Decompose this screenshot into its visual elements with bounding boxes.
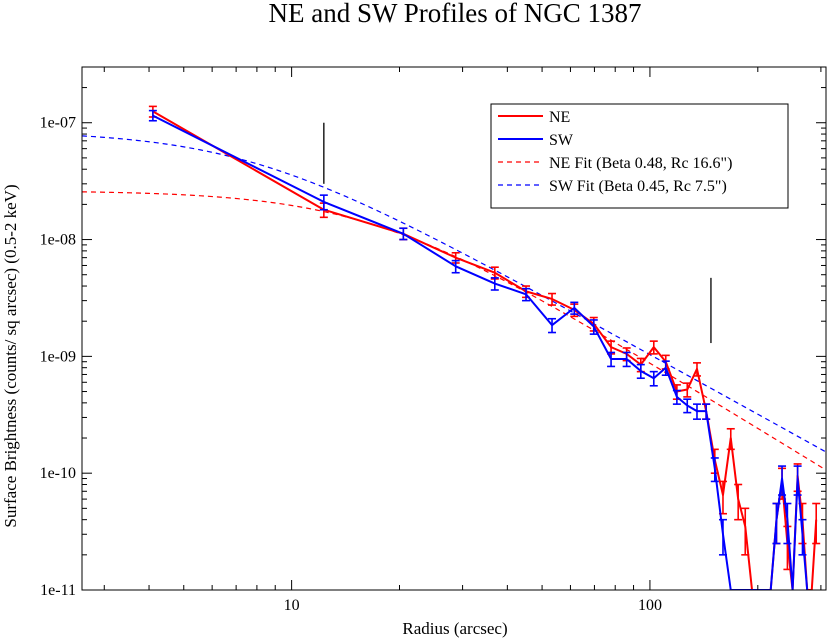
error-bar-sw-16 <box>692 403 701 420</box>
error-bar-sw-19 <box>718 518 727 556</box>
data-series <box>148 105 821 590</box>
error-bar-sw-0 <box>148 109 157 122</box>
x-axis-title: Radius (arcsec) <box>402 619 507 638</box>
x-axis-ticks: 10 100 <box>103 67 822 614</box>
error-bar-sw-6 <box>548 317 557 334</box>
error-bar-sw-17 <box>702 403 711 420</box>
y-axis-ticks: 1e-11 1e-10 1e-09 1e-08 1e-07 <box>40 66 826 599</box>
error-bar-ne-6 <box>548 292 557 306</box>
y-tick-label: 1e-09 <box>40 348 76 365</box>
chart-title: NE and SW Profiles of NGC 1387 <box>269 0 642 28</box>
error-bar-ne-16 <box>692 362 701 377</box>
y-tick-label: 1e-08 <box>40 232 76 249</box>
error-bar-sw-8 <box>589 319 598 335</box>
error-bar-sw-3 <box>451 259 460 274</box>
y-axis-title: Surface Brightness (counts/ sq arcsec) (… <box>1 184 20 527</box>
legend-box <box>490 103 789 209</box>
error-bar-ne-22 <box>741 507 750 556</box>
y-tick-label: 1e-07 <box>40 115 76 132</box>
error-bar-sw-4 <box>490 277 499 291</box>
error-bar-ne-35 <box>812 502 821 545</box>
fit-curve-0 <box>82 191 826 471</box>
x-tick-label: 100 <box>638 597 662 614</box>
error-bar-ne-20 <box>726 427 735 451</box>
legend: NE SW NE Fit (Beta 0.48, Rc 16.6") SW Fit (… <box>490 103 789 209</box>
error-bar-sw-13 <box>661 360 670 376</box>
error-bar-sw-9 <box>607 351 616 368</box>
error-bar-sw-28 <box>778 465 787 496</box>
legend-label-2: NE Fit (Beta 0.48, Rc 16.6") <box>549 155 732 172</box>
legend-label-3: SW Fit (Beta 0.45, Rc 7.5") <box>549 178 727 195</box>
error-bar-sw-10 <box>622 351 631 368</box>
error-bar-sw-12 <box>649 370 658 387</box>
error-bar-sw-5 <box>522 287 531 302</box>
legend-label-1: SW <box>549 132 574 149</box>
error-bar-sw-7 <box>570 301 579 315</box>
error-bar-sw-32 <box>798 518 807 556</box>
plot-frame <box>81 66 827 591</box>
error-bar-sw-1 <box>319 194 328 211</box>
error-bar-sw-11 <box>636 363 645 380</box>
error-bar-sw-14 <box>672 389 681 405</box>
error-bar-sw-31 <box>793 465 802 496</box>
series-line-sw <box>152 114 809 590</box>
error-bar-sw-27 <box>772 502 781 545</box>
y-tick-label: 1e-10 <box>40 465 76 482</box>
error-bar-sw-2 <box>399 227 408 241</box>
error-bar-ne-15 <box>683 382 692 398</box>
error-bar-ne-21 <box>734 483 743 521</box>
legend-label-0: NE <box>549 109 570 126</box>
error-bar-ne-12 <box>649 340 658 355</box>
y-tick-label: 1e-11 <box>40 582 76 599</box>
error-bar-sw-15 <box>683 398 692 414</box>
x-tick-label: 10 <box>284 597 300 614</box>
annotation-markers <box>323 122 712 344</box>
error-bar-sw-29 <box>783 502 792 545</box>
error-bar-sw-18 <box>710 457 719 483</box>
